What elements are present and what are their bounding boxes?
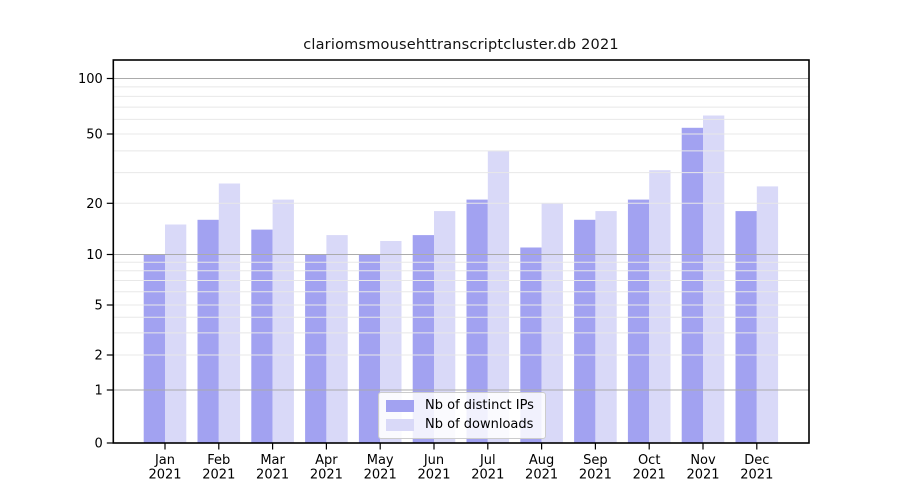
y-tick-label: 100 <box>78 72 103 87</box>
x-tick-label-year: 2021 <box>202 468 235 483</box>
x-tick-label-year: 2021 <box>525 468 558 483</box>
x-tick-label-year: 2021 <box>686 468 719 483</box>
legend-label-distinct-ips: Nb of distinct IPs <box>425 398 534 413</box>
x-tick-label-month: Sep <box>583 453 608 468</box>
legend-swatch-downloads <box>386 419 414 431</box>
bar-downloads-mar <box>272 199 294 443</box>
x-tick-label-year: 2021 <box>364 468 397 483</box>
plot-frame <box>112 59 810 444</box>
x-tick-label-month: Jun <box>423 453 444 468</box>
x-tick-label-month: Apr <box>315 453 338 468</box>
chart-title: clariomsmousehttranscriptcluster.db 2021 <box>303 37 619 53</box>
y-tick-label: 1 <box>95 384 103 399</box>
x-tick-label-year: 2021 <box>148 468 181 483</box>
bar-distinct-ips-apr <box>305 254 327 443</box>
x-tick-label-year: 2021 <box>310 468 343 483</box>
bar-distinct-ips-mar <box>251 229 273 443</box>
bar-downloads-apr <box>326 235 348 443</box>
legend-item: Nb of downloads <box>386 418 537 432</box>
x-tick-label-month: Oct <box>638 453 660 468</box>
y-tick-label: 20 <box>86 197 103 212</box>
bar-distinct-ips-jan <box>143 254 165 443</box>
bar-downloads-oct <box>649 170 671 443</box>
x-tick-label-month: May <box>367 453 394 468</box>
bar-distinct-ips-jun <box>412 235 434 443</box>
x-tick-label-year: 2021 <box>579 468 612 483</box>
x-tick-label-year: 2021 <box>740 468 773 483</box>
y-tick-label: 0 <box>95 437 103 452</box>
bar-distinct-ips-jul <box>466 199 488 443</box>
bar-distinct-ips-feb <box>197 219 219 443</box>
bar-distinct-ips-may <box>358 254 381 443</box>
bar-downloads-jun <box>434 211 456 443</box>
x-tick-label-month: Nov <box>690 453 716 468</box>
bar-downloads-jul <box>487 150 510 443</box>
bar-distinct-ips-sep <box>574 219 596 443</box>
legend-item: Nb of distinct IPs <box>386 399 537 413</box>
y-tick-label: 50 <box>86 128 103 143</box>
y-tick-label: 2 <box>95 349 103 364</box>
bar-distinct-ips-nov <box>681 127 703 444</box>
bar-downloads-nov <box>703 115 725 443</box>
bar-downloads-jan <box>165 224 187 443</box>
x-tick-label-year: 2021 <box>256 468 289 483</box>
x-tick-label-year: 2021 <box>417 468 450 483</box>
x-tick-label-year: 2021 <box>633 468 666 483</box>
y-tick-label: 5 <box>95 299 103 314</box>
legend: Nb of distinct IPs Nb of downloads <box>378 392 546 439</box>
bar-distinct-ips-oct <box>627 199 650 443</box>
bar-downloads-dec <box>756 186 779 443</box>
bar-distinct-ips-dec <box>735 211 757 443</box>
x-tick-label-month: Mar <box>260 453 285 468</box>
bar-downloads-feb <box>218 183 241 443</box>
bar-downloads-aug <box>541 203 563 443</box>
x-tick-label-month: Feb <box>207 453 230 468</box>
x-tick-label-month: Jan <box>154 453 175 468</box>
x-tick-label-month: Dec <box>744 453 769 468</box>
legend-swatch-distinct-ips <box>386 400 414 412</box>
x-tick-label-year: 2021 <box>471 468 504 483</box>
bar-downloads-sep <box>595 211 617 443</box>
x-tick-label-month: Aug <box>529 453 554 468</box>
y-tick-label: 10 <box>86 248 103 263</box>
legend-label-downloads: Nb of downloads <box>425 417 534 432</box>
x-tick-label-month: Jul <box>479 453 496 468</box>
